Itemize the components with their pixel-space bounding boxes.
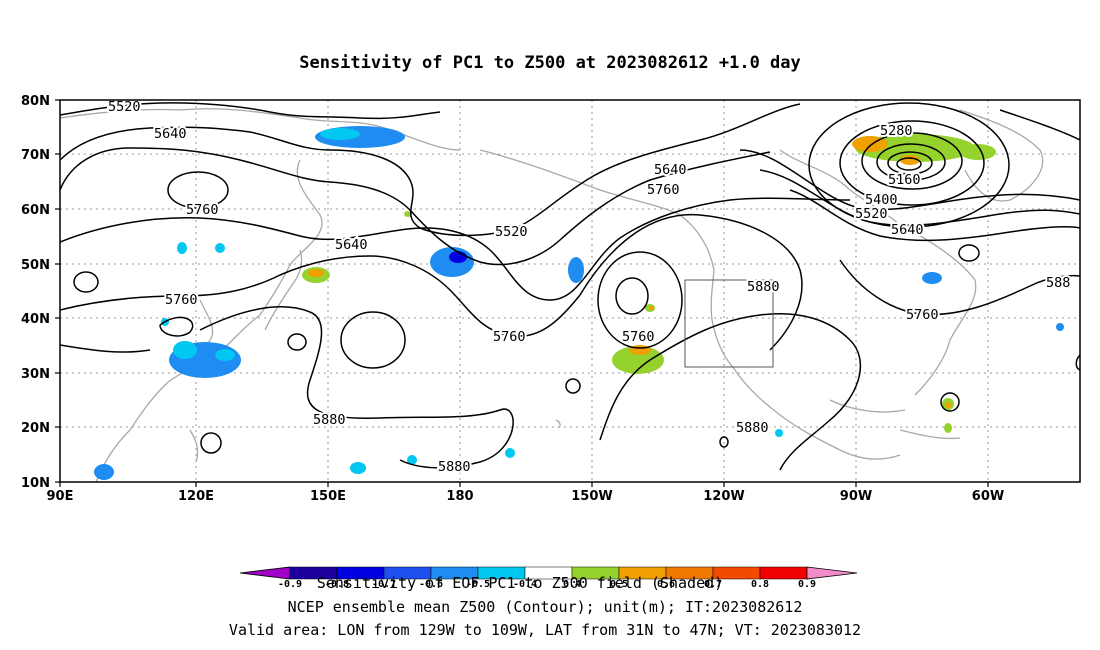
colorbar-label: 0.4 [563,579,581,590]
lat-label: 50N [21,258,50,273]
colorbar-under-arrow [239,566,291,580]
contour-label: 5640 [154,126,187,142]
figure-title: Sensitivity of PC1 to Z500 at 2023082612… [299,53,801,73]
lat-label: 80N [21,94,50,109]
colorbar-label: -0.9 [278,579,302,590]
colorbar-label: 0.5 [610,579,628,590]
lon-label: 90E [47,489,74,504]
contour-label: 5880 [736,420,769,436]
colorbar-label: -0.6 [419,579,443,590]
contour-label: 5880 [313,412,346,428]
lon-label: 150E [310,489,346,504]
contour-label: 5280 [880,123,913,139]
lat-label: 40N [21,312,50,327]
contour-label: 5520 [495,224,528,240]
contour-label: 5640 [335,237,368,253]
caption-block: Sensitivity of EOF PC1 to Z500 field (Sh… [229,574,861,639]
z500-contours [60,102,1080,471]
colorbar-label: 0.7 [704,579,722,590]
colorbar-label: -0.4 [513,579,537,590]
contour-label-group: 5520 5640 5760 5640 5760 5880 5880 5760 … [106,99,1072,477]
contour-label: 5760 [493,329,526,345]
contour-label: 5640 [891,222,924,238]
colorbar-swatch [759,566,808,580]
longitude-labels: 90E 120E 150E 180 150W 120W 90W 60W [47,489,1005,504]
colorbar-over-arrow [806,566,858,580]
lat-label: 20N [21,421,50,436]
lat-label: 10N [21,476,50,491]
colorbar-labels: -0.9 -0.8 -0.7 -0.6 -0.5 -0.4 0.4 0.5 0.… [278,579,816,590]
lon-label: 90W [840,489,872,504]
map-area: 5520 5640 5760 5640 5760 5880 5880 5760 … [60,99,1080,482]
caption-contour: NCEP ensemble mean Z500 (Contour); unit(… [288,598,803,616]
colorbar-label: 0.9 [798,579,816,590]
contour-label: 5760 [186,202,219,218]
lat-label: 60N [21,203,50,218]
valid-area-box [684,279,774,368]
contour-label: 5760 [622,329,655,345]
contour-label: 5520 [108,99,141,115]
colorbar-label: -0.8 [325,579,349,590]
contour-label: 588 [1046,275,1070,291]
caption-valid-area: Valid area: LON from 129W to 109W, LAT f… [229,621,861,639]
contour-label: 5760 [647,182,680,198]
lon-label: 120W [703,489,744,504]
colorbar-label: -0.5 [466,579,490,590]
lon-label: 150W [571,489,612,504]
lat-label: 30N [21,367,50,382]
coastlines [60,108,1044,482]
contour-label: 5760 [165,292,198,308]
latitude-labels: 80N 70N 60N 50N 40N 30N 20N 10N [21,94,50,491]
caption-shaded: Sensitivity of EOF PC1 to Z500 field (Sh… [317,574,723,592]
lon-label: 180 [446,489,473,504]
colorbar: -0.9 -0.8 -0.7 -0.6 -0.5 -0.4 0.4 0.5 0.… [239,566,858,590]
lat-label: 70N [21,148,50,163]
contour-label: 5400 [865,192,898,208]
axis-ticks [55,99,989,487]
sensitivity-shading [94,126,1064,480]
contour-label: 5160 [888,172,921,188]
colorbar-label: 0.6 [657,579,675,590]
colorbar-label: 0.8 [751,579,769,590]
colorbar-label: -0.7 [372,579,396,590]
contour-label: 5880 [438,459,471,475]
contour-label: 5520 [855,206,888,222]
lon-label: 60W [972,489,1004,504]
contour-label: 5640 [654,162,687,178]
lon-label: 120E [178,489,214,504]
contour-label: 5880 [747,279,780,295]
map-frame [59,99,1081,483]
contour-label: 5760 [906,307,939,323]
